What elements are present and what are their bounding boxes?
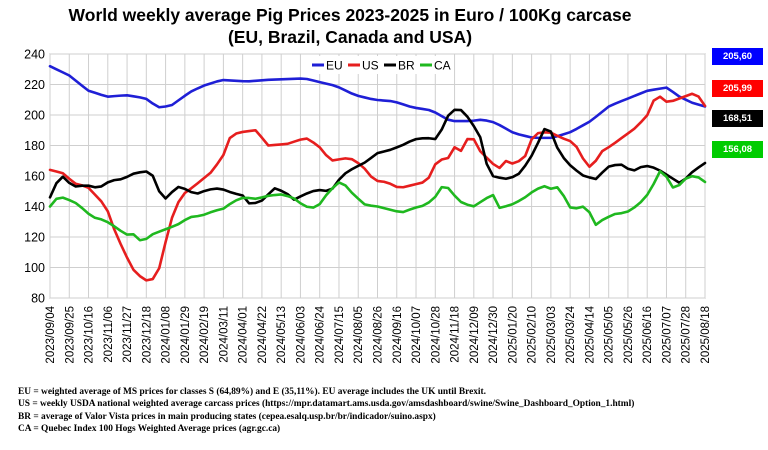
x-tick-label: 2024/10/28	[430, 306, 442, 364]
x-tick-label: 2024/04/01	[238, 306, 250, 364]
x-tick-label: 2025/07/28	[681, 306, 693, 364]
y-tick-label: 120	[24, 231, 45, 245]
x-tick-label: 2023/12/18	[141, 306, 153, 364]
x-tick-label: 2025/06/16	[642, 306, 654, 364]
legend-label-br: BR	[398, 59, 415, 73]
x-tick-label: 2025/04/14	[584, 305, 596, 363]
pig-price-chart: 80 100 120 140 160 180 200 220 240 2023/09/04 2023…	[24, 48, 712, 364]
x-tick-label: 2024/09/16	[392, 306, 404, 364]
x-tick-label: 2024/10/07	[411, 306, 423, 364]
series-line-br	[48, 108, 707, 205]
x-tick-label: 2025/05/26	[623, 306, 635, 364]
legend-label-ca: CA	[434, 59, 451, 73]
us-final-value-badge: 205,99	[712, 80, 763, 97]
y-tick-label: 80	[31, 292, 45, 306]
y-tick-label: 180	[24, 139, 45, 153]
x-tick-label: 2024/06/03	[295, 306, 307, 364]
x-tick-label: 2024/12/09	[469, 306, 481, 364]
y-tick-label: 100	[24, 261, 45, 275]
x-tick-label: 2025/03/24	[565, 305, 577, 363]
x-tick-label: 2024/05/13	[276, 306, 288, 364]
legend-label-eu: EU	[326, 59, 343, 73]
x-tick-label: 2023/11/27	[122, 306, 134, 363]
chart-title-line-2: (EU, Brazil, Canada and USA)	[227, 27, 473, 47]
x-tick-label: 2023/09/04	[45, 305, 57, 363]
x-tick-label: 2024/08/05	[353, 306, 365, 364]
x-tick-label: 2025/08/18	[700, 306, 712, 364]
y-tick-label: 140	[24, 200, 45, 214]
x-tick-label: 2024/03/11	[218, 306, 230, 363]
x-tick-label: 2024/04/22	[257, 306, 269, 364]
x-tick-label: 2023/11/06	[103, 306, 115, 363]
x-tick-label: 2025/01/20	[507, 306, 519, 364]
series-line-ca	[48, 169, 707, 242]
y-tick-label: 160	[24, 170, 45, 184]
legend-box	[306, 56, 452, 74]
x-tick-label: 2023/09/25	[64, 306, 76, 364]
x-tick-label: 2024/07/15	[334, 306, 346, 364]
x-tick-label: 2024/11/18	[450, 306, 462, 363]
x-tick-label: 2024/06/24	[315, 305, 327, 363]
x-tick-label: 2024/02/19	[199, 306, 211, 364]
x-tick-label: 2025/05/05	[604, 306, 616, 364]
series-line-us	[48, 92, 707, 282]
footnote-ca: CA = Quebec Index 100 Hogs Weighted Aver…	[18, 424, 281, 435]
footnote-eu: EU = weighted average of MS prices for c…	[18, 387, 486, 397]
legend-label-us: US	[362, 59, 379, 73]
x-tick-label: 2024/08/26	[373, 306, 385, 364]
y-tick-label: 240	[24, 48, 45, 62]
chart-title-line-1: World weekly average Pig Prices 2023-202…	[68, 5, 632, 25]
x-tick-label: 2025/07/07	[661, 306, 673, 364]
y-tick-label: 200	[24, 109, 45, 123]
br-final-value-badge: 168,51	[712, 110, 763, 127]
x-tick-label: 2023/10/16	[84, 306, 96, 364]
eu-final-value-badge: 205,60	[712, 48, 763, 65]
x-tick-label: 2024/01/08	[161, 306, 173, 364]
series-line-eu	[48, 64, 707, 140]
footnote-br: BR = average of Valor Vista prices in ma…	[18, 411, 436, 422]
footnotes: EU = weighted average of MS prices for c…	[18, 386, 634, 436]
x-tick-label: 2025/02/10	[527, 306, 539, 364]
footnote-us: US = weekly USDA national weighted avera…	[18, 399, 635, 410]
x-tick-label: 2025/03/03	[546, 306, 558, 364]
x-tick-label: 2024/01/29	[180, 306, 192, 364]
y-tick-label: 220	[24, 78, 45, 92]
ca-final-value-badge: 156,08	[712, 141, 763, 158]
x-tick-label: 2024/12/30	[488, 306, 500, 364]
